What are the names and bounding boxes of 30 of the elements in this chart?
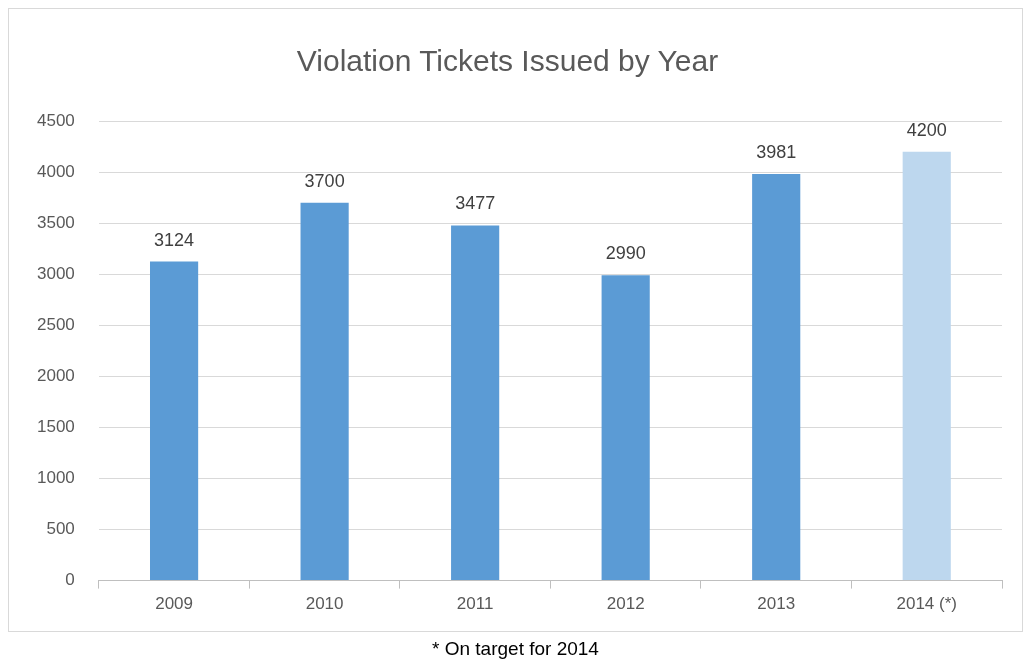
y-tick-label: 0 xyxy=(65,570,75,590)
bar xyxy=(300,202,349,581)
bar xyxy=(902,151,951,581)
bar xyxy=(752,174,801,581)
y-tick-label: 2000 xyxy=(36,366,75,386)
y-tick-label: 1500 xyxy=(36,417,75,437)
x-tick-label: 2010 xyxy=(305,594,344,614)
bar xyxy=(150,261,199,581)
text: * On target for 2014 xyxy=(431,638,600,660)
y-tick-label: 3000 xyxy=(36,263,75,283)
x-tick-label: 2012 xyxy=(606,594,645,614)
chart-title: Violation Tickets Issued by Year xyxy=(296,44,719,78)
x-tick-label: 2009 xyxy=(155,594,193,614)
data-label: 3124 xyxy=(154,229,195,250)
y-tick-label: 1000 xyxy=(36,468,75,488)
data-label: 3981 xyxy=(756,141,797,162)
x-tick-label: 2013 xyxy=(757,594,796,614)
y-tick-label: 3500 xyxy=(36,212,75,232)
y-tick-label: 4500 xyxy=(36,110,75,130)
bar xyxy=(451,225,500,581)
data-label: 2990 xyxy=(605,243,646,264)
x-tick-label: 2014 (*) xyxy=(896,594,957,614)
data-label: 3477 xyxy=(455,193,496,214)
y-tick-label: 4000 xyxy=(36,161,75,181)
y-tick-label: 500 xyxy=(46,519,75,539)
bar xyxy=(601,275,650,581)
y-tick-label: 2500 xyxy=(36,314,75,334)
x-tick-label: 2011 xyxy=(456,594,494,614)
data-label: 4200 xyxy=(906,119,947,140)
data-label: 3700 xyxy=(304,170,345,191)
